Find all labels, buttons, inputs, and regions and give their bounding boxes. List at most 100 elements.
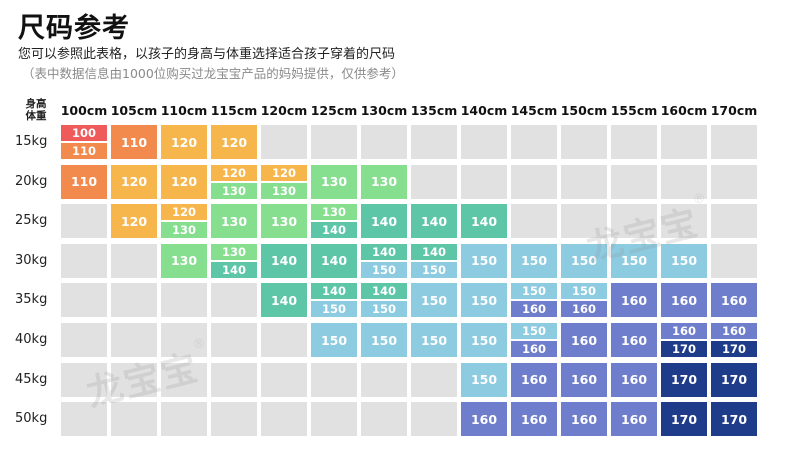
size-label: 130 xyxy=(211,204,257,239)
empty-cell xyxy=(361,362,407,397)
size-label: 150 xyxy=(361,261,407,278)
size-label: 140 xyxy=(461,204,507,239)
size-cell: 160 xyxy=(561,402,607,437)
size-label: 150 xyxy=(561,243,607,278)
size-label: 110 xyxy=(111,125,157,159)
size-cell: 140 150 xyxy=(361,243,407,278)
size-label: 160 xyxy=(661,323,707,339)
size-cell: 150 xyxy=(511,243,557,278)
empty-cell xyxy=(411,362,457,397)
empty-cell xyxy=(411,125,457,159)
empty-cell xyxy=(561,125,607,159)
size-label: 110 xyxy=(61,164,107,199)
size-label: 130 xyxy=(261,182,307,199)
size-cell: 130 xyxy=(311,164,357,199)
size-cell: 150 xyxy=(411,283,457,318)
size-label: 160 xyxy=(611,402,657,437)
column-header-height: 160cm xyxy=(660,103,708,118)
page-title: 尺码参考 xyxy=(18,13,130,44)
size-cell: 150 xyxy=(461,283,507,318)
size-cell: 110 xyxy=(61,164,107,199)
size-cell: 150 xyxy=(361,323,407,357)
size-cell: 160 xyxy=(611,323,657,357)
size-label: 120 xyxy=(111,204,157,239)
empty-cell xyxy=(711,164,757,199)
empty-cell xyxy=(311,402,357,437)
size-cell: 140 xyxy=(261,283,307,318)
row-header-weight: 25kg xyxy=(15,213,48,229)
size-cell: 130 140 xyxy=(211,243,257,278)
size-cell: 130 140 xyxy=(311,204,357,239)
size-label: 140 xyxy=(411,204,457,239)
empty-cell xyxy=(611,204,657,239)
size-label: 130 xyxy=(311,204,357,221)
column-header-height: 145cm xyxy=(510,103,558,118)
size-label: 120 xyxy=(161,204,207,221)
column-header-height: 150cm xyxy=(560,103,608,118)
empty-cell xyxy=(211,283,257,318)
size-cell: 110 xyxy=(111,125,157,159)
empty-cell xyxy=(611,125,657,159)
column-header-height: 135cm xyxy=(410,103,458,118)
size-cell: 150 xyxy=(461,243,507,278)
size-cell: 150 160 xyxy=(511,283,557,318)
size-cell: 120 xyxy=(161,125,207,159)
size-cell: 170 xyxy=(661,362,707,397)
empty-cell xyxy=(161,402,207,437)
size-cell: 130 xyxy=(361,164,407,199)
size-label: 160 xyxy=(611,362,657,397)
size-label: 150 xyxy=(361,323,407,357)
row-header-weight: 35kg xyxy=(15,292,48,308)
empty-cell xyxy=(661,164,707,199)
size-label: 150 xyxy=(311,301,357,318)
empty-cell xyxy=(261,323,307,357)
size-cell: 160 xyxy=(511,402,557,437)
size-label: 160 xyxy=(711,323,757,339)
size-cell: 120 xyxy=(211,125,257,159)
size-cell: 170 xyxy=(711,402,757,437)
size-label: 160 xyxy=(511,402,557,437)
watermark-mark: ® xyxy=(691,190,710,209)
data-source-note: （表中数据信息由1000位购买过龙宝宝产品的妈妈提供，仅供参考） xyxy=(22,66,404,81)
column-header-height: 120cm xyxy=(260,103,308,118)
size-cell: 120 xyxy=(111,204,157,239)
size-cell: 150 xyxy=(311,323,357,357)
empty-cell xyxy=(61,243,107,278)
size-cell: 150 xyxy=(411,323,457,357)
size-label: 170 xyxy=(711,341,757,357)
empty-cell xyxy=(311,362,357,397)
table-corner-header: 身高 体重 xyxy=(23,98,49,122)
size-cell: 160 xyxy=(561,323,607,357)
size-cell: 160 xyxy=(561,362,607,397)
row-header-weight: 45kg xyxy=(15,371,48,387)
empty-cell xyxy=(111,362,157,397)
size-label: 130 xyxy=(161,243,207,278)
empty-cell xyxy=(111,323,157,357)
empty-cell xyxy=(561,204,607,239)
size-label: 140 xyxy=(311,243,357,278)
empty-cell xyxy=(411,402,457,437)
empty-cell xyxy=(161,283,207,318)
size-label: 130 xyxy=(211,182,257,199)
size-label: 120 xyxy=(161,164,207,199)
column-header-height: 125cm xyxy=(310,103,358,118)
empty-cell xyxy=(61,204,107,239)
empty-cell xyxy=(411,164,457,199)
empty-cell xyxy=(711,125,757,159)
empty-cell xyxy=(461,125,507,159)
size-cell: 140 150 xyxy=(411,243,457,278)
empty-cell xyxy=(461,164,507,199)
size-cell: 140 150 xyxy=(361,283,407,318)
size-label: 120 xyxy=(211,164,257,181)
empty-cell xyxy=(311,125,357,159)
row-header-weight: 40kg xyxy=(15,332,48,347)
column-header-height: 155cm xyxy=(610,103,658,118)
column-header-height: 130cm xyxy=(360,103,408,118)
empty-cell xyxy=(211,323,257,357)
size-cell: 120 xyxy=(111,164,157,199)
size-label: 140 xyxy=(211,261,257,278)
size-label: 160 xyxy=(611,283,657,318)
empty-cell xyxy=(261,362,307,397)
size-label: 140 xyxy=(361,204,407,239)
empty-cell xyxy=(511,164,557,199)
